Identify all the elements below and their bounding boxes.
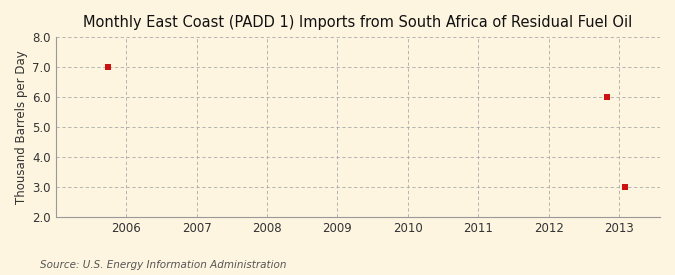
Text: Source: U.S. Energy Information Administration: Source: U.S. Energy Information Administ… <box>40 260 287 270</box>
Y-axis label: Thousand Barrels per Day: Thousand Barrels per Day <box>15 50 28 204</box>
Title: Monthly East Coast (PADD 1) Imports from South Africa of Residual Fuel Oil: Monthly East Coast (PADD 1) Imports from… <box>83 15 632 30</box>
